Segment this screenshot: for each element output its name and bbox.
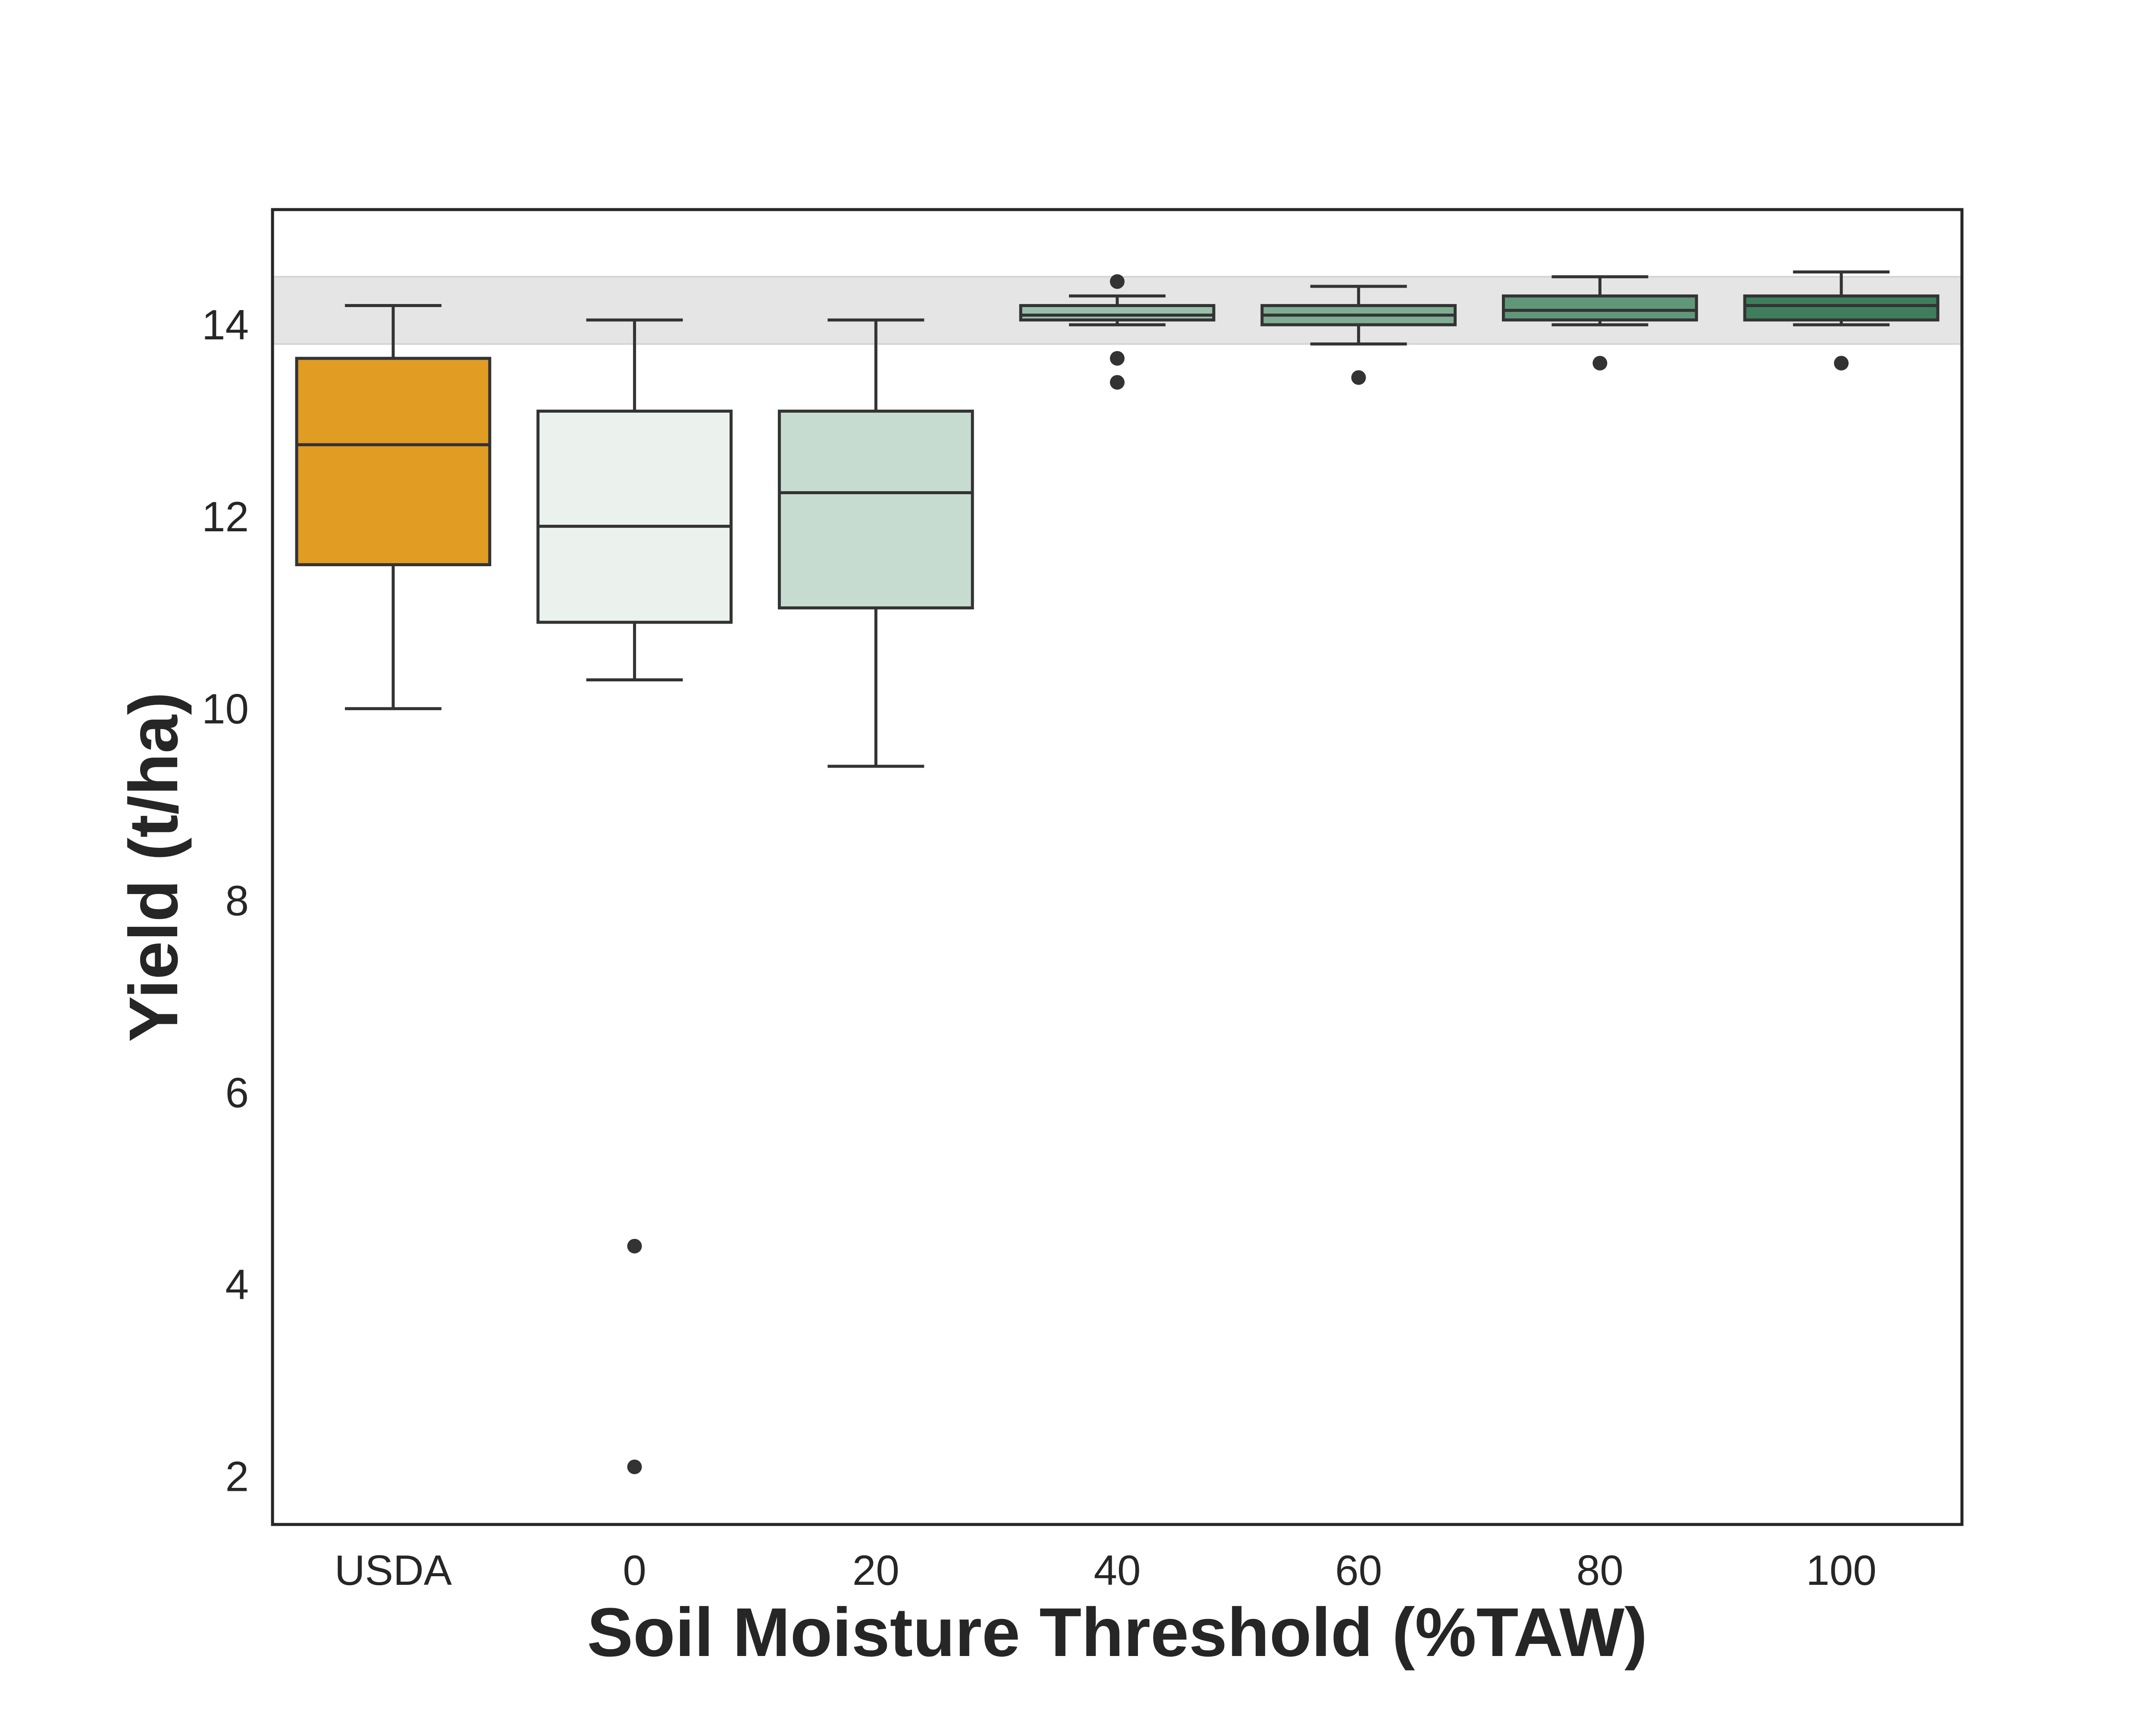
iqr-box [1019, 304, 1216, 322]
x-tick-label: 20 [852, 1546, 899, 1594]
box-20 [777, 318, 974, 768]
box-0 [536, 318, 733, 1474]
iqr-box [536, 409, 733, 624]
box-40 [1019, 274, 1216, 390]
outlier-point [627, 1239, 642, 1254]
outlier-point [627, 1459, 642, 1474]
y-tick-label: 8 [225, 877, 249, 924]
x-tick-label: 60 [1335, 1546, 1382, 1594]
y-tick-label: 2 [225, 1453, 249, 1500]
iqr-box [295, 357, 492, 566]
outlier-point [1110, 351, 1125, 366]
y-tick-label: 14 [202, 301, 249, 348]
outlier-point [1110, 375, 1125, 390]
box-60 [1260, 285, 1457, 385]
x-tick-label: USDA [335, 1546, 452, 1594]
box-USDA [295, 304, 492, 710]
x-tick-label: 40 [1094, 1546, 1141, 1594]
y-tick-label: 6 [225, 1069, 249, 1117]
plot-frame [271, 208, 1964, 1526]
outlier-point [1351, 370, 1366, 385]
x-axis: USDA 0 20 40 60 80 100 [335, 1546, 1877, 1594]
iqr-box [1743, 294, 1940, 322]
plot-area [271, 208, 1964, 1526]
x-tick-label: 100 [1806, 1546, 1877, 1594]
iqr-box [777, 409, 974, 610]
x-tick-label: 80 [1576, 1546, 1623, 1594]
x-tick-label: 0 [623, 1546, 646, 1594]
y-tick-label: 4 [225, 1261, 249, 1308]
y-axis: 2 4 6 8 10 12 14 [202, 301, 249, 1500]
y-tick-label: 10 [202, 685, 249, 732]
box-100 [1743, 270, 1940, 371]
x-axis-title: Soil Moisture Threshold (%TAW) [587, 1593, 1647, 1671]
iqr-box [1502, 294, 1698, 322]
outlier-point [1834, 356, 1849, 371]
outlier-point [1110, 274, 1125, 289]
y-axis-title: Yield (t/ha) [115, 692, 192, 1042]
box-80 [1502, 275, 1698, 371]
outlier-point [1592, 356, 1608, 371]
y-tick-label: 12 [202, 493, 249, 540]
